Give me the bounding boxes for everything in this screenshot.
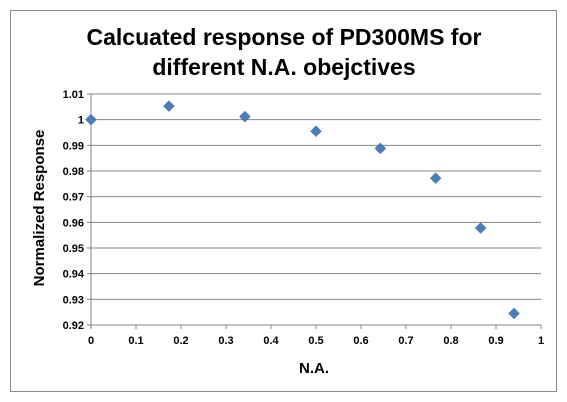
x-tick-label: 0.6 xyxy=(353,335,368,347)
y-tick-label: 1 xyxy=(78,115,84,127)
x-tick-label: 0.9 xyxy=(488,335,503,347)
chart-area: Calcuated response of PD300MS for differ… xyxy=(10,10,557,392)
x-tick-label: 0.7 xyxy=(398,335,413,347)
y-tick-label: 0.93 xyxy=(63,294,84,306)
data-point xyxy=(474,222,487,234)
tick-labels: 0.92 0.93 0.94 0.95 0.96 0.97 0.98 0.99 1 1.01 0 0.… xyxy=(63,89,544,347)
chart-title-line-1: Calcuated response of PD300MS for xyxy=(87,24,482,50)
chart-svg: Calcuated response of PD300MS for differ… xyxy=(31,24,544,377)
data-point xyxy=(429,172,442,185)
x-axis-label: N.A. xyxy=(299,360,329,377)
x-tick-label: 1 xyxy=(538,335,544,347)
data-point xyxy=(374,142,387,155)
y-tick-label: 0.95 xyxy=(63,243,84,255)
y-tick-label: 0.99 xyxy=(63,140,84,152)
y-tick-label: 1.01 xyxy=(63,89,84,101)
data-point xyxy=(239,110,251,123)
y-tick-label: 0.96 xyxy=(63,217,84,229)
data-point xyxy=(85,113,97,126)
x-tick-label: 0.3 xyxy=(218,335,233,347)
y-axis-label: Normalized Response xyxy=(31,130,48,287)
data-point xyxy=(508,307,520,320)
x-tick-label: 0.4 xyxy=(263,335,279,347)
x-tick-label: 0.8 xyxy=(443,335,458,347)
gridlines xyxy=(91,93,541,300)
y-tick-label: 0.92 xyxy=(63,320,84,332)
data-points xyxy=(85,100,520,320)
data-point xyxy=(162,100,175,112)
x-tick-label: 0.1 xyxy=(128,335,143,347)
y-tick-label: 0.94 xyxy=(63,269,85,281)
x-tick-label: 0.5 xyxy=(308,335,323,347)
y-tick-label: 0.98 xyxy=(63,166,84,178)
data-point xyxy=(310,125,322,138)
y-tick-label: 0.97 xyxy=(63,192,84,204)
x-tick-label: 0.2 xyxy=(173,335,188,347)
x-tick-label: 0 xyxy=(88,335,94,347)
chart-title-line-2: different N.A. obejctives xyxy=(152,54,415,80)
